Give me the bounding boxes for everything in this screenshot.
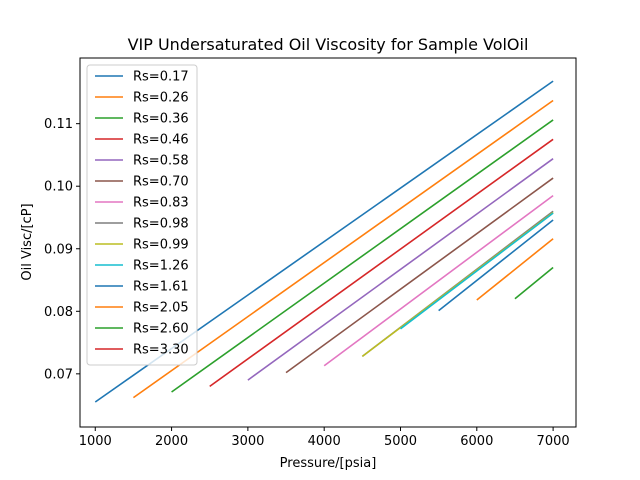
series-line-12 [514, 266, 554, 300]
x-axis-label: Pressure/[psia] [280, 456, 377, 471]
x-tick-label-1: 2000 [155, 434, 188, 449]
y-tick-label-4: 0.11 [44, 117, 73, 132]
series-line-1 [132, 99, 554, 399]
legend-box [86, 64, 198, 366]
legend-entry-10: Rs=1.61 [133, 280, 189, 295]
series-line-2 [171, 119, 554, 393]
y-axis-label: Oil Visc/[cP] [20, 203, 35, 280]
legend-entry-0: Rs=0.17 [133, 70, 189, 85]
y-tick-label-3: 0.10 [44, 180, 73, 195]
legend-entry-9: Rs=1.26 [133, 259, 189, 274]
x-tick-label-5: 6000 [460, 434, 493, 449]
x-tick-label-3: 4000 [308, 434, 341, 449]
series-line-5 [285, 177, 554, 374]
legend-entry-3: Rs=0.46 [133, 133, 189, 148]
y-tick-label-2: 0.09 [44, 242, 73, 257]
x-axis: 1000 2000 3000 4000 5000 6000 7000 [79, 427, 570, 449]
x-tick-label-0: 1000 [79, 434, 112, 449]
series-line-11 [476, 238, 554, 301]
series-line-6 [323, 194, 554, 367]
x-tick-label-2: 3000 [231, 434, 264, 449]
legend-entry-13: Rs=3.30 [133, 343, 189, 358]
series-line-4 [247, 158, 554, 381]
legend-entry-8: Rs=0.99 [133, 238, 189, 253]
series-line-10 [438, 219, 554, 312]
legend-entry-6: Rs=0.83 [133, 196, 189, 211]
legend-entry-12: Rs=2.60 [133, 322, 189, 337]
series-line-9 [400, 212, 554, 330]
legend-entry-7: Rs=0.98 [133, 217, 189, 232]
legend-entry-2: Rs=0.36 [133, 112, 189, 127]
legend-entry-1: Rs=0.26 [133, 91, 189, 106]
chart-title: VIP Undersaturated Oil Viscosity for Sam… [128, 35, 529, 54]
plot-area [94, 80, 554, 403]
legend-entry-11: Rs=2.05 [133, 301, 189, 316]
legend-entry-5: Rs=0.70 [133, 175, 189, 190]
plot-frame [79, 57, 577, 428]
x-tick-label-6: 7000 [537, 434, 570, 449]
y-tick-label-0: 0.07 [44, 367, 73, 382]
legend-entry-4: Rs=0.58 [133, 154, 189, 169]
y-tick-label-1: 0.08 [44, 305, 73, 320]
legend: Rs=0.17 Rs=0.26 Rs=0.36 Rs=0.46 Rs=0.58 Rs=0.… [86, 64, 198, 366]
x-tick-label-4: 5000 [384, 434, 417, 449]
y-axis: 0.07 0.08 0.09 0.10 0.11 [44, 117, 80, 382]
series-line-3 [209, 138, 554, 387]
